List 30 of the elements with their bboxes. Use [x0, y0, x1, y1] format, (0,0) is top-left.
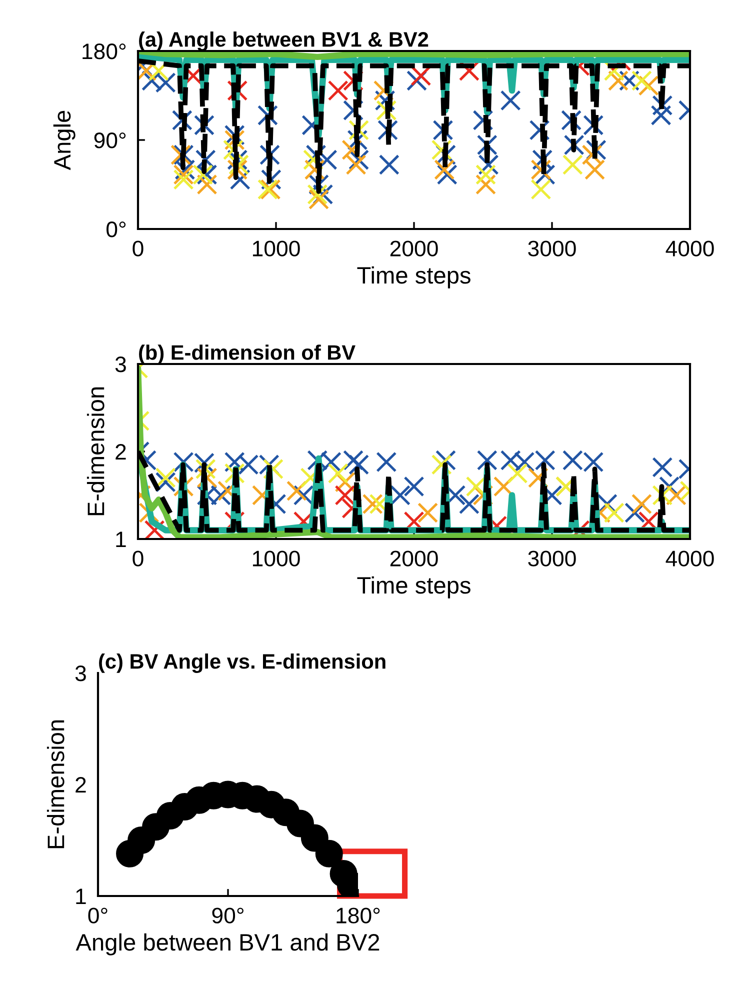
x-tick-label: 1000: [252, 550, 300, 566]
x-axis-title: Time steps: [357, 576, 470, 598]
chart-title: (b) E-dimension of BV: [139, 344, 356, 364]
y-tick-label: 3: [75, 666, 86, 682]
x-tick-label: 90°: [212, 908, 244, 924]
y-tick-label: 2: [76, 777, 86, 793]
y-tick-label: 1: [116, 532, 126, 548]
x-tick-label: 4000: [666, 550, 714, 566]
y-tick-label: 90°: [94, 132, 126, 148]
y-axis-title: E-dimension: [46, 720, 64, 848]
x-tick-label: 0: [132, 240, 144, 256]
chart-title: (c) BV Angle vs. E-dimension: [99, 653, 386, 673]
x-tick-label: 3000: [528, 550, 576, 566]
x-tick-label: 3000: [528, 240, 576, 256]
chart-title: (a) Angle between BV1 & BV2: [139, 31, 428, 51]
y-tick-label: 3: [115, 356, 126, 372]
y-tick-label: 1: [76, 888, 86, 904]
y-tick-label: 180°: [82, 44, 126, 60]
x-tick-label: 4000: [666, 240, 714, 256]
x-axis-title: Angle between BV1 and BV2: [76, 933, 380, 956]
y-tick-label: 2: [116, 444, 126, 460]
x-tick-label: 180°: [336, 908, 380, 924]
x-tick-label: 2000: [390, 240, 438, 256]
x-tick-label: 1000: [252, 240, 300, 256]
x-tick-label: 0: [132, 550, 144, 566]
x-axis-title: Time steps: [357, 266, 470, 288]
y-axis-title: E-dimension: [86, 387, 104, 516]
y-tick-label: 0°: [106, 222, 126, 238]
x-tick-label: 2000: [390, 550, 438, 566]
y-axis-title: Angle: [53, 110, 76, 170]
